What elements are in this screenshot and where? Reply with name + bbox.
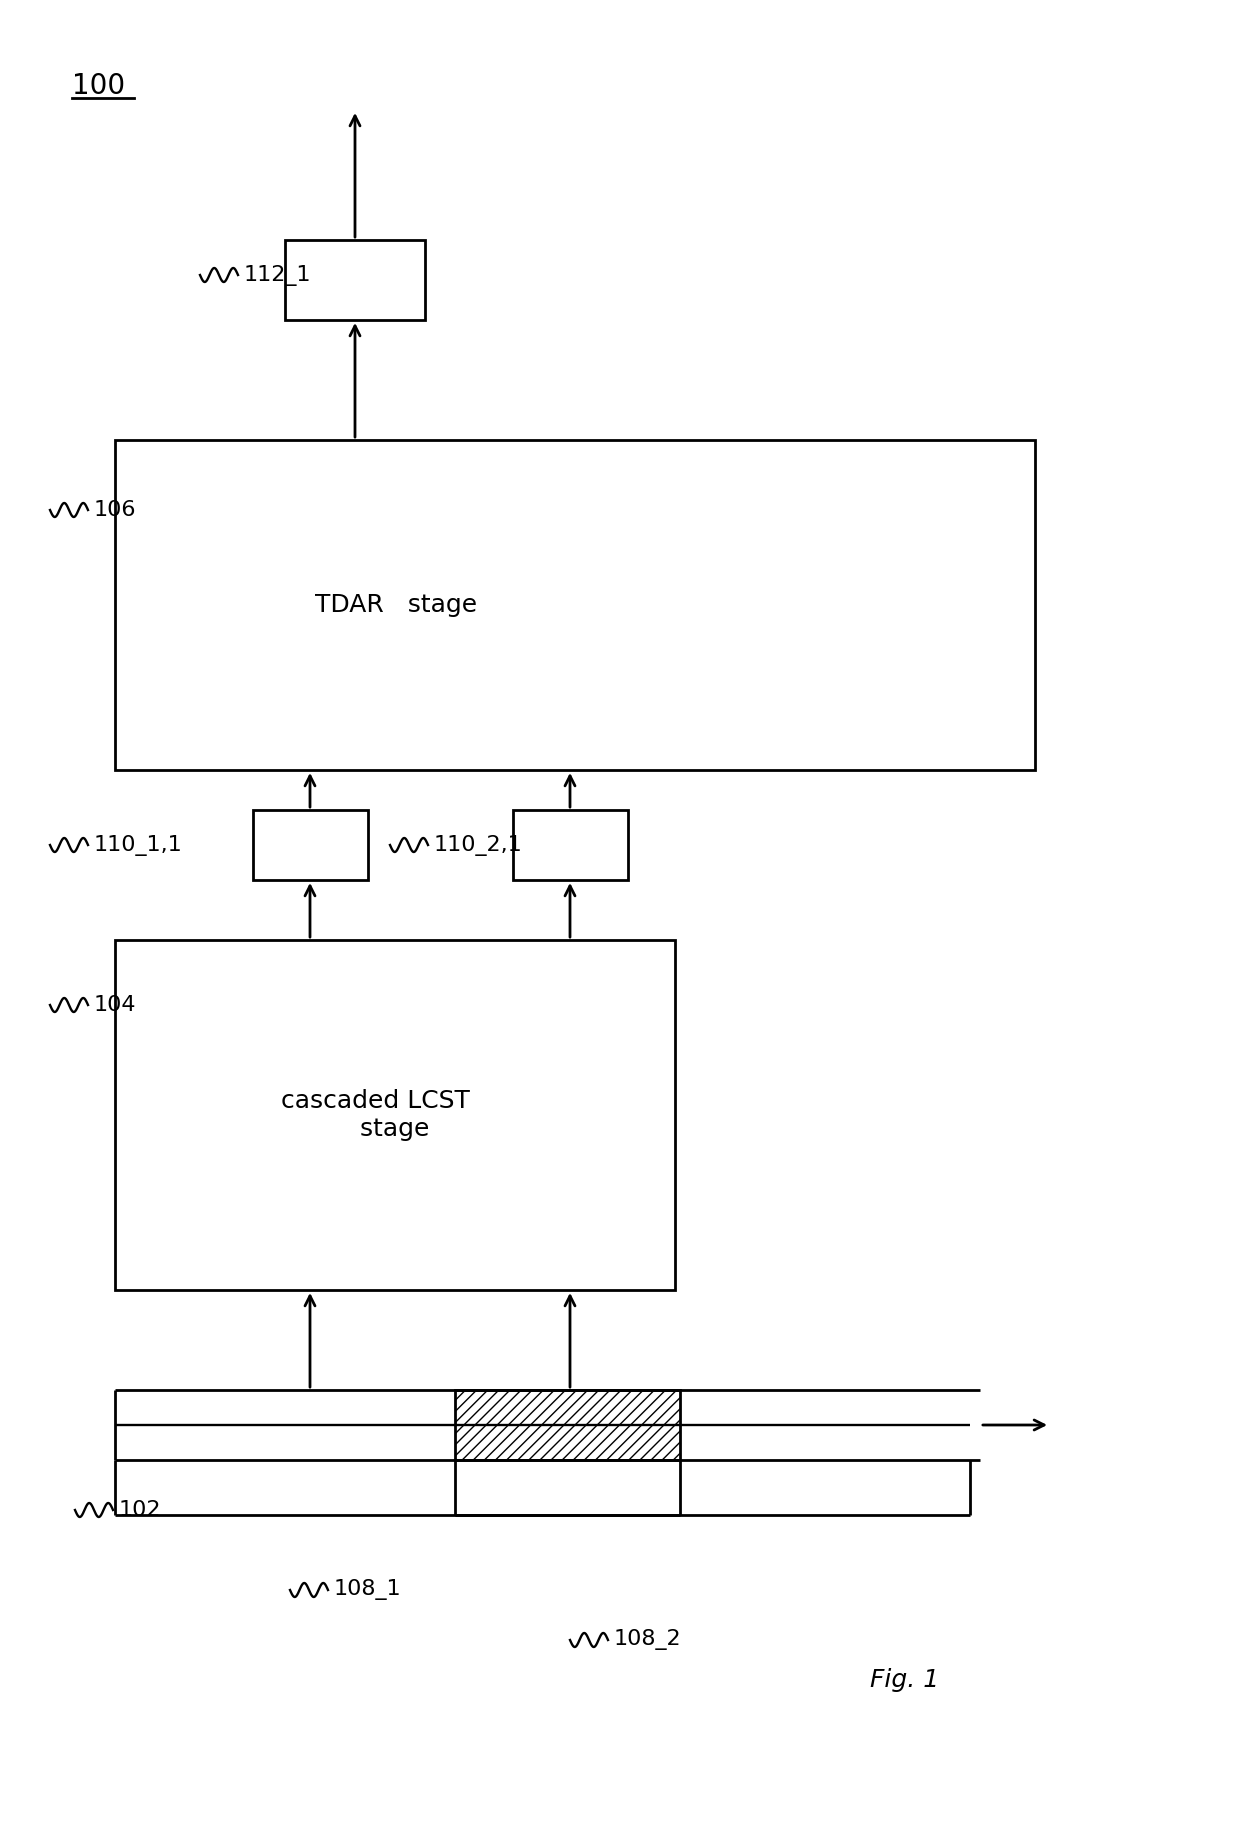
Bar xyxy=(513,811,627,880)
Text: 100: 100 xyxy=(72,71,125,100)
Bar xyxy=(455,1390,680,1461)
Text: 112_1: 112_1 xyxy=(244,265,311,285)
Bar xyxy=(115,940,675,1289)
Text: 106: 106 xyxy=(94,500,136,520)
Text: cascaded LCST
     stage: cascaded LCST stage xyxy=(280,1088,470,1141)
Text: 108_2: 108_2 xyxy=(614,1629,682,1651)
Text: TDAR   stage: TDAR stage xyxy=(315,593,477,617)
Text: 110_2,1: 110_2,1 xyxy=(434,834,523,856)
Bar xyxy=(115,440,1035,771)
Bar xyxy=(253,811,368,880)
Text: 110_1,1: 110_1,1 xyxy=(94,834,182,856)
Text: Fig. 1: Fig. 1 xyxy=(870,1667,939,1693)
Text: 102: 102 xyxy=(119,1499,161,1519)
Bar xyxy=(285,239,425,320)
Text: 104: 104 xyxy=(94,995,136,1015)
Text: 108_1: 108_1 xyxy=(334,1579,402,1601)
